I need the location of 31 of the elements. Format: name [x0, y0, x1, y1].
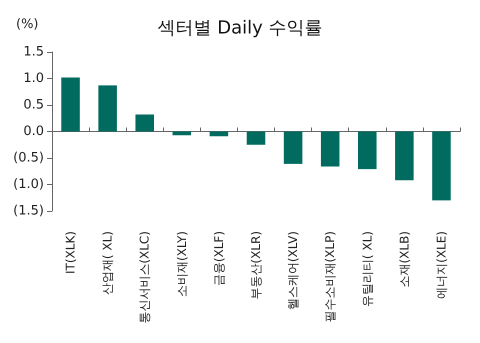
bar — [246, 132, 266, 145]
x-tick-label: 에너지(XLE) — [434, 231, 448, 299]
x-tick-label: 산업재( XL) — [100, 231, 115, 296]
x-tick-label: 부동산(XLR) — [249, 231, 263, 300]
bar — [172, 132, 192, 136]
y-tick-label: 0.5 — [23, 98, 44, 112]
y-axis-title: (%) — [16, 17, 38, 32]
x-tick-label: 헬스케어(XLV) — [286, 231, 300, 310]
x-tick-label: 소재(XLB) — [397, 231, 412, 288]
x-tick-label: 금융(XLF) — [212, 231, 226, 286]
x-tick-label: IT(XLK) — [64, 231, 78, 274]
bar — [320, 132, 340, 166]
y-tick-label: 1.5 — [23, 44, 44, 60]
bar — [284, 132, 302, 164]
bar — [135, 114, 154, 132]
bar — [432, 132, 451, 200]
y-tick-label: (1.5) — [13, 204, 44, 218]
x-tick-label: 소비재(XLY) — [174, 231, 189, 298]
bar — [61, 77, 80, 132]
x-tick-label: 통신서비스(XLC) — [138, 231, 152, 324]
bar — [358, 132, 377, 170]
y-tick-label: 0.0 — [23, 124, 44, 139]
y-tick-label: 1.0 — [23, 71, 44, 86]
bar — [395, 132, 414, 180]
x-tick-label: 유틸리티( XL) — [360, 231, 374, 308]
bar — [210, 132, 228, 136]
x-tick-label: 필수소비재(XLP) — [323, 231, 338, 323]
bar — [98, 85, 117, 132]
chart-title: 섹터별 Daily 수익률 — [158, 18, 322, 38]
y-tick-label: (0.5) — [13, 150, 44, 166]
y-tick-label: (1.0) — [13, 177, 44, 192]
